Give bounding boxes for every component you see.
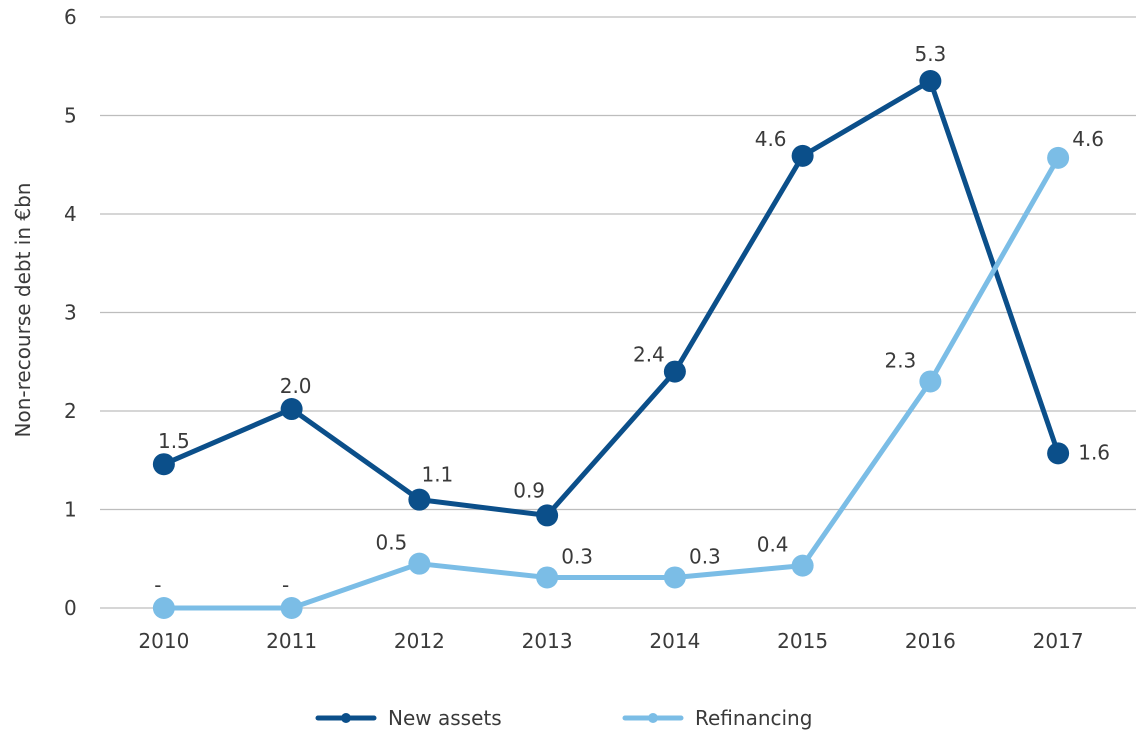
x-tick-label: 2011 [266,629,317,653]
data-point [1047,146,1070,169]
x-axis-ticks: 2010 2011 2012 2013 2014 2015 2016 2017 [138,629,1083,653]
legend-swatch-marker [648,713,658,723]
data-point [791,144,814,167]
data-label: 2.4 [633,343,665,367]
data-label: 2.3 [884,348,916,372]
y-tick-label: 6 [64,5,77,29]
legend-item: New assets [315,706,502,730]
y-tick-label: 4 [64,202,77,226]
data-label: 1.1 [421,463,453,487]
grid-lines [100,16,1136,609]
y-axis-ticks: 0 1 2 3 4 5 6 [64,5,77,620]
x-tick-label: 2016 [905,629,956,653]
data-point [536,566,559,589]
data-point [919,370,942,393]
data-label: - [282,573,289,597]
x-tick-label: 2012 [394,629,445,653]
x-tick-label: 2015 [777,629,828,653]
x-tick-label: 2010 [138,629,189,653]
legend-item: Refinancing [622,706,812,730]
data-point [152,453,175,476]
data-labels: 1.5 2.0 1.1 0.9 2.4 4.6 5.3 1.6 - - 0.5 0.3 0.3 0.4 2.… [154,42,1110,597]
data-point [791,554,814,577]
data-point [1047,442,1070,465]
data-label: 0.9 [513,478,545,502]
y-tick-label: 2 [64,399,77,423]
y-tick-label: 5 [64,104,77,128]
legend-label: Refinancing [695,706,812,730]
series-new-assets [152,70,1070,527]
x-tick-label: 2013 [522,629,573,653]
data-point [536,504,559,527]
data-point [663,566,686,589]
data-label: 5.3 [914,42,946,66]
data-label: 4.6 [1072,127,1104,151]
data-label: 0.3 [561,544,593,568]
legend-swatch-marker [341,713,351,723]
legend: New assets Refinancing [315,706,812,730]
data-point [152,597,175,619]
series-refinancing [152,146,1070,619]
data-point [663,360,686,383]
data-label: 0.3 [689,544,721,568]
data-point [919,70,942,93]
legend-label: New assets [388,706,502,730]
data-label: 0.4 [757,533,789,557]
x-tick-label: 2017 [1033,629,1084,653]
series-line [161,155,1061,611]
data-point [280,597,303,619]
data-label: - [154,573,161,597]
series-line [161,78,1061,518]
y-axis-title: Non-recourse debt in €bn [11,183,35,438]
y-tick-label: 1 [64,498,77,522]
data-label: 0.5 [375,531,407,555]
y-tick-label: 0 [64,596,77,620]
data-point [408,488,431,511]
data-label: 1.6 [1078,440,1110,464]
series [152,70,1070,619]
data-label: 4.6 [755,127,787,151]
x-tick-label: 2014 [649,629,700,653]
y-tick-label: 3 [64,301,77,325]
data-point [408,552,431,575]
data-label: 2.0 [280,374,312,398]
data-point [280,398,303,421]
data-label: 1.5 [158,429,190,453]
